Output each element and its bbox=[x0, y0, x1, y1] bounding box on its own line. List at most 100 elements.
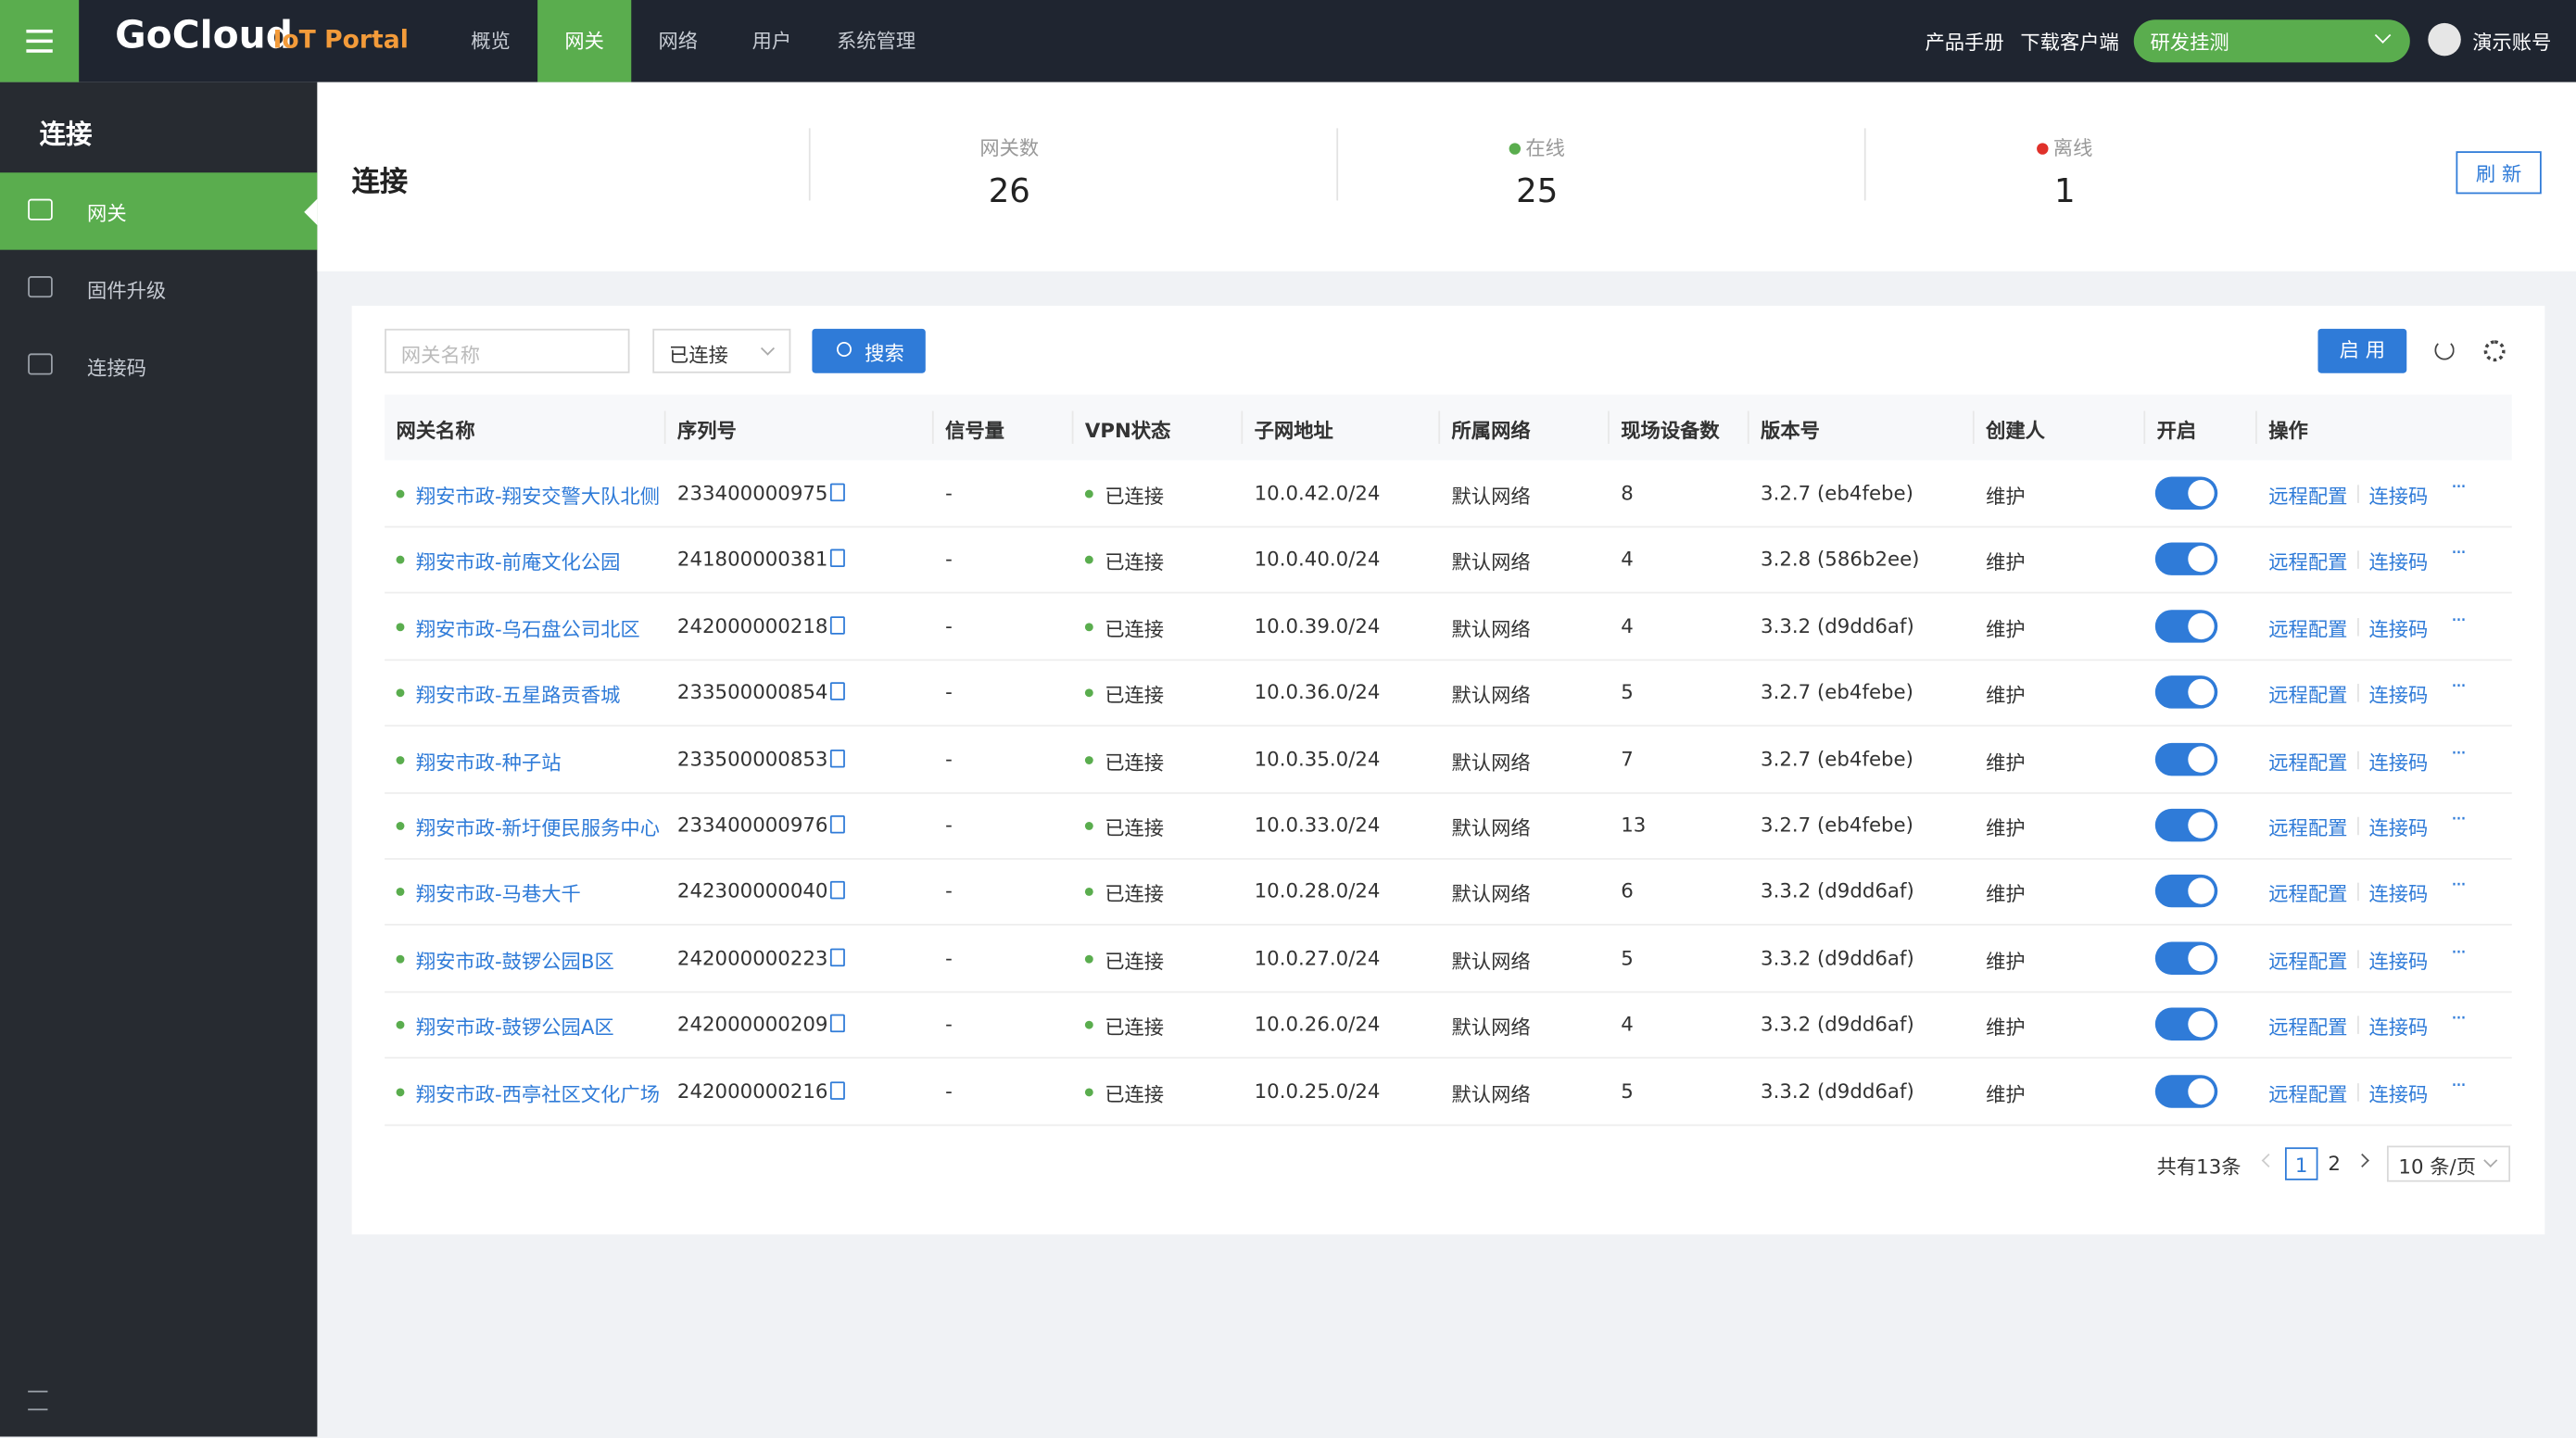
search-button[interactable]: 搜索 bbox=[812, 329, 925, 373]
copy-icon[interactable] bbox=[830, 948, 845, 966]
more-icon[interactable]: ··· bbox=[2451, 740, 2465, 763]
action-link[interactable]: 连接码 bbox=[2368, 614, 2428, 642]
action-link[interactable]: 远程配置 bbox=[2268, 747, 2347, 775]
action-link[interactable]: 连接码 bbox=[2368, 681, 2428, 709]
enable-toggle[interactable] bbox=[2155, 543, 2217, 575]
cell: - bbox=[945, 880, 953, 903]
more-icon[interactable]: ··· bbox=[2451, 608, 2465, 631]
gateway-name[interactable]: 翔安市政-前庵文化公园 bbox=[416, 548, 621, 575]
copy-icon[interactable] bbox=[830, 882, 845, 901]
page-size-select[interactable]: 10 条/页 bbox=[2387, 1146, 2510, 1182]
enable-toggle[interactable] bbox=[2155, 1008, 2217, 1041]
more-icon[interactable]: ··· bbox=[2451, 541, 2465, 564]
account-name[interactable]: 演示账号 bbox=[2472, 28, 2551, 56]
sidebar-item[interactable]: 固件升级 bbox=[0, 250, 317, 327]
refresh-button[interactable]: 刷 新 bbox=[2456, 151, 2541, 194]
reload-icon[interactable] bbox=[2434, 340, 2454, 360]
action-link[interactable]: 连接码 bbox=[2368, 747, 2428, 775]
status-dot bbox=[397, 822, 405, 830]
action-link[interactable]: 远程配置 bbox=[2268, 1079, 2347, 1107]
action-link[interactable]: 连接码 bbox=[2368, 814, 2428, 841]
gateway-name[interactable]: 翔安市政-种子站 bbox=[416, 747, 562, 775]
copy-icon[interactable] bbox=[830, 1081, 845, 1100]
status-filter[interactable]: 已连接 bbox=[652, 329, 790, 373]
header-link[interactable]: 产品手册 bbox=[1925, 28, 2003, 56]
gateway-name[interactable]: 翔安市政-翔安交警大队北侧 bbox=[416, 482, 660, 510]
gateway-name[interactable]: 翔安市政-乌石盘公司北区 bbox=[416, 614, 640, 642]
enable-toggle[interactable] bbox=[2155, 876, 2217, 908]
more-icon[interactable]: ··· bbox=[2451, 675, 2465, 698]
enable-toggle[interactable] bbox=[2155, 610, 2217, 642]
cell: 241800000381 bbox=[677, 548, 828, 571]
more-icon[interactable]: ··· bbox=[2451, 874, 2465, 897]
action-link[interactable]: 远程配置 bbox=[2268, 614, 2347, 642]
more-icon[interactable]: ··· bbox=[2451, 1006, 2465, 1029]
nav-item[interactable]: 概览 bbox=[444, 0, 537, 82]
column-header: 操作 bbox=[2268, 416, 2308, 444]
action-link[interactable]: 远程配置 bbox=[2268, 814, 2347, 841]
enable-toggle[interactable] bbox=[2155, 675, 2217, 708]
action-link[interactable]: 远程配置 bbox=[2268, 548, 2347, 575]
cell: 233500000853 bbox=[677, 747, 828, 770]
copy-icon[interactable] bbox=[830, 616, 845, 635]
enable-toggle[interactable] bbox=[2155, 742, 2217, 775]
enable-toggle[interactable] bbox=[2155, 1075, 2217, 1107]
column-header: 子网地址 bbox=[1255, 416, 1333, 444]
action-link[interactable]: 远程配置 bbox=[2268, 947, 2347, 975]
enable-toggle[interactable] bbox=[2155, 941, 2217, 974]
action-link[interactable]: 连接码 bbox=[2368, 880, 2428, 908]
action-link[interactable]: 连接码 bbox=[2368, 1079, 2428, 1107]
action-link[interactable]: 远程配置 bbox=[2268, 880, 2347, 908]
more-icon[interactable]: ··· bbox=[2451, 1073, 2465, 1096]
search-input[interactable]: 网关名称 bbox=[385, 329, 629, 373]
copy-icon[interactable] bbox=[830, 549, 845, 568]
sidebar-item[interactable]: 连接码 bbox=[0, 327, 317, 404]
copy-icon[interactable] bbox=[830, 815, 845, 834]
action-link[interactable]: 连接码 bbox=[2368, 947, 2428, 975]
org-select[interactable]: 研发挂测 bbox=[2134, 19, 2410, 62]
enable-button[interactable]: 启 用 bbox=[2317, 329, 2406, 373]
page-number[interactable]: 1 bbox=[2285, 1147, 2317, 1179]
gateway-name[interactable]: 翔安市政-鼓锣公园B区 bbox=[416, 947, 614, 975]
copy-icon[interactable] bbox=[830, 484, 845, 502]
copy-icon[interactable] bbox=[830, 749, 845, 767]
copy-icon[interactable] bbox=[830, 683, 845, 701]
action-link[interactable]: 远程配置 bbox=[2268, 681, 2347, 709]
cell: - bbox=[945, 482, 953, 505]
collapse-icon[interactable] bbox=[28, 1391, 47, 1410]
status-dot bbox=[397, 623, 405, 631]
action-link[interactable]: 连接码 bbox=[2368, 482, 2428, 510]
cell: 5 bbox=[1621, 1079, 1634, 1103]
gateway-name[interactable]: 翔安市政-五星路贡香城 bbox=[416, 681, 621, 709]
nav-item[interactable]: 网关 bbox=[537, 0, 631, 82]
action-divider bbox=[2357, 1016, 2359, 1035]
row-divider bbox=[385, 1057, 2512, 1059]
action-link[interactable]: 连接码 bbox=[2368, 1013, 2428, 1041]
gateway-name[interactable]: 翔安市政-鼓锣公园A区 bbox=[416, 1013, 614, 1041]
page-number[interactable]: 2 bbox=[2317, 1147, 2350, 1179]
row-divider bbox=[385, 858, 2512, 860]
cell: 维护 bbox=[1986, 947, 2026, 975]
more-icon[interactable]: ··· bbox=[2451, 807, 2465, 830]
more-icon[interactable]: ··· bbox=[2451, 475, 2465, 498]
header-link[interactable]: 下载客户端 bbox=[2020, 28, 2118, 56]
cell: - bbox=[945, 947, 953, 970]
enable-toggle[interactable] bbox=[2155, 476, 2217, 509]
settings-icon[interactable] bbox=[2484, 340, 2506, 361]
action-link[interactable]: 远程配置 bbox=[2268, 482, 2347, 510]
logo: GoCloud bbox=[115, 15, 293, 57]
gateway-name[interactable]: 翔安市政-马巷大千 bbox=[416, 880, 581, 908]
nav-item[interactable]: 用户 bbox=[725, 0, 818, 82]
enable-toggle[interactable] bbox=[2155, 809, 2217, 841]
gateway-name[interactable]: 翔安市政-西亭社区文化广场 bbox=[416, 1079, 660, 1107]
nav-item[interactable]: 系统管理 bbox=[818, 0, 933, 82]
sidebar-item[interactable]: 网关 bbox=[0, 172, 317, 249]
action-link[interactable]: 连接码 bbox=[2368, 548, 2428, 575]
action-divider bbox=[2357, 618, 2359, 637]
nav-item[interactable]: 网络 bbox=[631, 0, 725, 82]
menu-toggle[interactable] bbox=[0, 0, 79, 82]
gateway-name[interactable]: 翔安市政-新圩便民服务中心 bbox=[416, 814, 660, 841]
copy-icon[interactable] bbox=[830, 1015, 845, 1033]
more-icon[interactable]: ··· bbox=[2451, 940, 2465, 963]
action-link[interactable]: 远程配置 bbox=[2268, 1013, 2347, 1041]
